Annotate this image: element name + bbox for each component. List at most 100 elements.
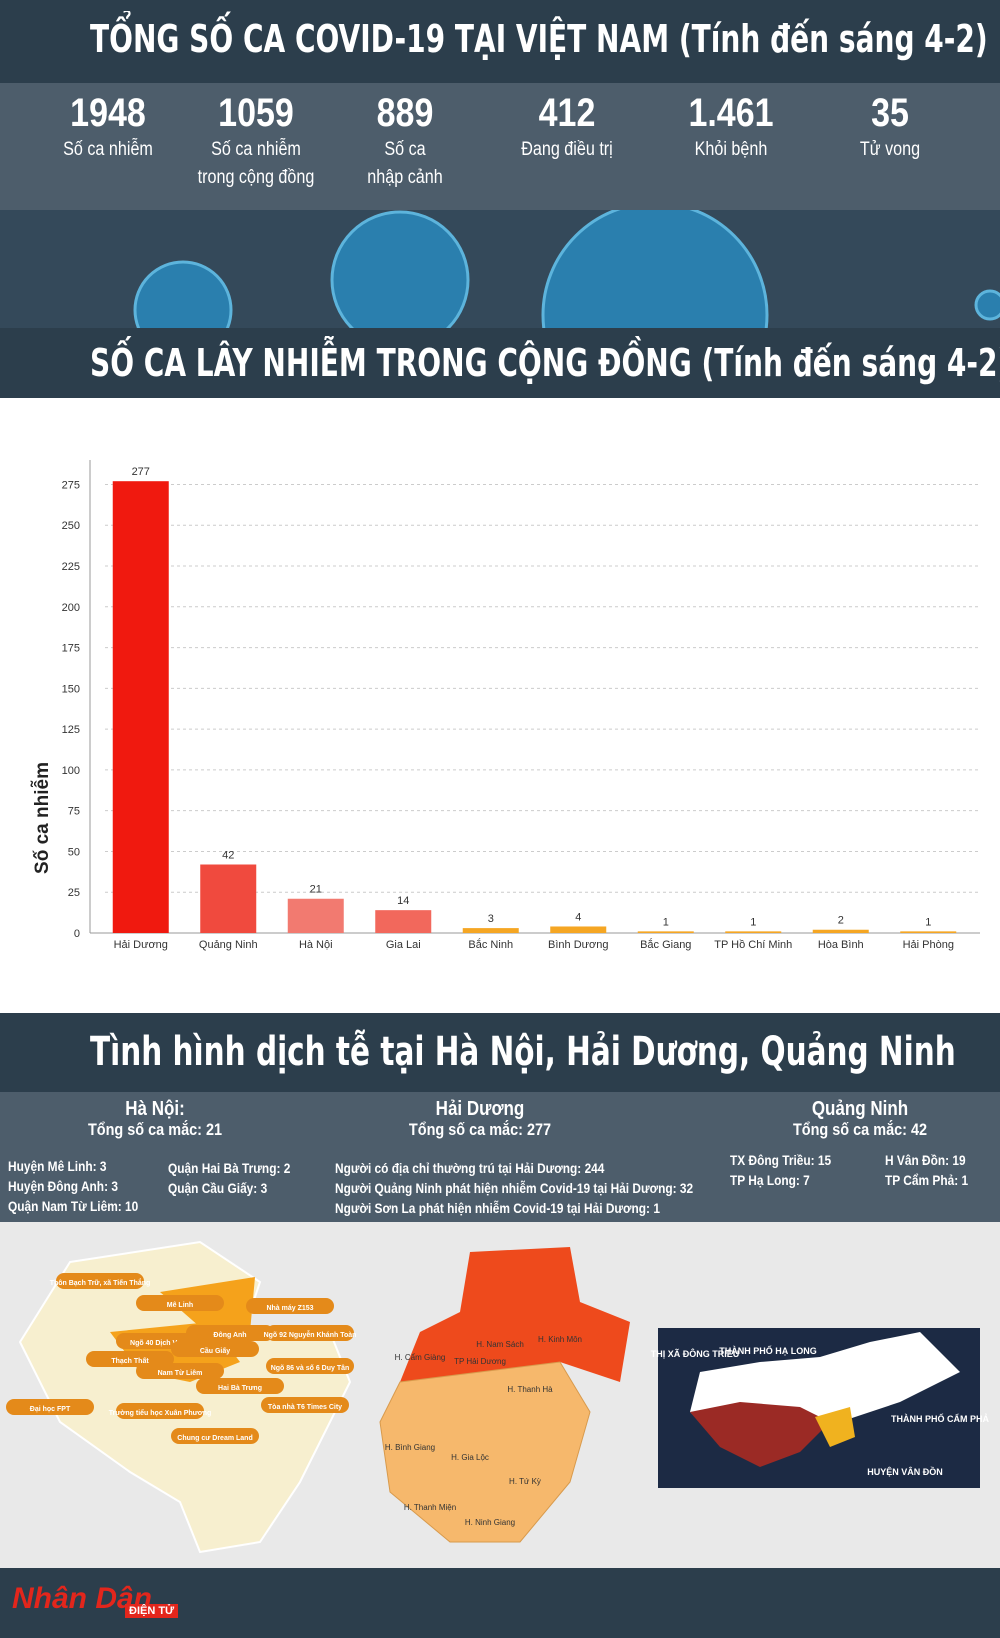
bar xyxy=(375,910,432,933)
region-detail: Quận Hai Bà Trưng: 2 xyxy=(168,1160,291,1176)
map-label: Thạch Thất xyxy=(111,1357,149,1365)
x-tick-label: Hải Dương xyxy=(114,939,168,951)
map-label: Ngõ 92 Nguyễn Khánh Toàn xyxy=(264,1330,357,1339)
region-name: Hà Nội: xyxy=(125,1098,185,1120)
regions-text: Hà Nội: Tổng số ca mắc: 21 Huyện Mê Linh: … xyxy=(0,1092,1000,1222)
map-label: H. Bình Giang xyxy=(385,1443,435,1452)
regions-title-bar: Tình hình dịch tễ tại Hà Nội, Hải Dương,… xyxy=(0,1013,1000,1092)
x-tick-label: TP Hồ Chí Minh xyxy=(714,939,792,951)
region-detail: Huyện Đông Anh: 3 xyxy=(8,1178,118,1194)
map-label: H. Nam Sách xyxy=(476,1340,524,1349)
bar xyxy=(812,929,869,933)
map-label: H. Cẩm Giàng xyxy=(395,1353,446,1362)
map-label: H. Tứ Kỳ xyxy=(509,1477,541,1486)
map-label: H. Thanh Hà xyxy=(507,1385,553,1394)
map-label: Đông Anh xyxy=(213,1332,246,1339)
bar xyxy=(637,931,694,933)
y-tick-label: 200 xyxy=(62,602,80,614)
x-tick-label: Gia Lai xyxy=(386,939,421,951)
region-total: Tổng số ca mắc: 42 xyxy=(792,1120,928,1139)
y-tick-label: 175 xyxy=(62,643,80,655)
y-tick-label: 100 xyxy=(62,765,80,777)
header-bar: TỔNG SỐ CA COVID-19 TẠI VIỆT NAM (Tính đ… xyxy=(0,0,1000,83)
stat-label: trong cộng đồng xyxy=(197,167,315,188)
x-tick-label: Quảng Ninh xyxy=(199,939,258,951)
map-label: H. Gia Lộc xyxy=(451,1453,489,1462)
region-detail: TP Cẩm Phả: 1 xyxy=(885,1172,969,1188)
region-name: Quảng Ninh xyxy=(811,1098,909,1120)
y-tick-label: 225 xyxy=(62,561,80,573)
map-label: Trường tiểu học Xuân Phương xyxy=(109,1409,212,1417)
map-label-bg xyxy=(261,1397,349,1413)
value-label: 1 xyxy=(925,916,931,928)
map-label: THÀNH PHỐ CẨM PHẢ xyxy=(891,1413,989,1424)
y-tick-label: 0 xyxy=(74,928,80,940)
stat-value: 35 xyxy=(871,91,909,135)
map-label: Nhà máy Z153 xyxy=(266,1305,313,1312)
y-tick-label: 125 xyxy=(62,724,80,736)
hanoi-map xyxy=(18,1240,352,1554)
map-label: Mê Linh xyxy=(167,1302,193,1309)
stat-label: Đang điều trị xyxy=(521,139,613,160)
stat-value: 1.461 xyxy=(688,91,774,135)
region-detail: Người Quảng Ninh phát hiện nhiễm Covid-1… xyxy=(335,1180,694,1196)
value-label: 3 xyxy=(488,913,494,925)
bar xyxy=(200,864,257,933)
map-label-bg xyxy=(6,1399,94,1415)
region-detail: Người có địa chỉ thường trú tại Hải Dươn… xyxy=(335,1160,605,1176)
footer: Nhân Dân ĐIỆN TỬ xyxy=(0,1568,1000,1638)
map-label-bg xyxy=(136,1295,224,1311)
haiduong-south xyxy=(379,1361,591,1543)
region-total: Tổng số ca mắc: 277 xyxy=(408,1120,552,1139)
value-label: 1 xyxy=(750,916,756,928)
map-label-bg xyxy=(196,1378,284,1394)
region-detail: Quận Cầu Giấy: 3 xyxy=(168,1180,268,1196)
map-label-bg xyxy=(136,1363,224,1379)
region-detail: Người Sơn La phát hiện nhiễm Covid-19 tạ… xyxy=(335,1200,660,1216)
map-label-bg xyxy=(266,1325,354,1341)
stat-label: nhập cảnh xyxy=(367,167,443,188)
map-label: Chung cư Dream Land xyxy=(177,1435,252,1442)
value-label: 2 xyxy=(838,915,844,927)
maps: Thôn Bạch Trữ, xã Tiến Thắng Mê Linh Nhà m… xyxy=(0,1222,1000,1568)
map-label: Ngõ 86 và số 6 Duy Tân xyxy=(271,1364,350,1372)
map-label: Nam Từ Liêm xyxy=(158,1370,203,1377)
value-label: 1 xyxy=(663,916,669,928)
stat-value: 1948 xyxy=(70,91,146,135)
value-label: 4 xyxy=(575,911,581,923)
map-label-bg xyxy=(266,1358,354,1374)
map-label: Hai Bà Trưng xyxy=(218,1385,262,1392)
region-total: Tổng số ca mắc: 21 xyxy=(87,1120,223,1139)
virus-decoration xyxy=(0,210,1000,328)
stat: 1.461 Khỏi bệnh xyxy=(646,91,816,164)
value-label: 14 xyxy=(397,895,409,907)
stat-label: Số ca xyxy=(384,139,426,160)
x-tick-label: Bình Dương xyxy=(548,939,608,951)
x-tick-label: Bắc Ninh xyxy=(468,938,513,951)
stats-bar: 1948 Số ca nhiễm 1059 Số ca nhiễm trong cộng… xyxy=(0,83,1000,210)
bar-chart: 0 25 50 75 100 125 150 175 200 225 250 275 Số ca nhi… xyxy=(31,460,980,951)
bar xyxy=(900,931,957,933)
map-label: Đại học FPT xyxy=(30,1406,71,1413)
region-detail: Huyện Mê Linh: 3 xyxy=(8,1158,107,1174)
y-tick-label: 150 xyxy=(62,683,80,695)
stat-label: Khỏi bệnh xyxy=(694,139,768,160)
stat: 1948 Số ca nhiễm xyxy=(23,91,193,164)
map-label-bg xyxy=(171,1341,259,1357)
stat: 35 Tử vong xyxy=(805,91,975,164)
map-label-bg xyxy=(186,1325,274,1341)
bar xyxy=(725,931,782,933)
map-label-bg xyxy=(246,1298,334,1314)
map-label: TP Hải Dương xyxy=(454,1357,506,1366)
stat-label: Số ca nhiễm xyxy=(211,139,301,160)
virus-icons xyxy=(133,210,1000,328)
x-tick-label: Hà Nội xyxy=(299,939,333,951)
map-label: H. Kinh Môn xyxy=(538,1335,582,1344)
region-detail: Quận Nam Từ Liêm: 10 xyxy=(8,1198,139,1214)
map-label: H. Thanh Miện xyxy=(404,1503,456,1512)
header-title: TỔNG SỐ CA COVID-19 TẠI VIỆT NAM (Tính đ… xyxy=(90,17,988,61)
value-label: 21 xyxy=(310,884,322,896)
y-axis-label: Số ca nhiễm xyxy=(31,762,53,874)
